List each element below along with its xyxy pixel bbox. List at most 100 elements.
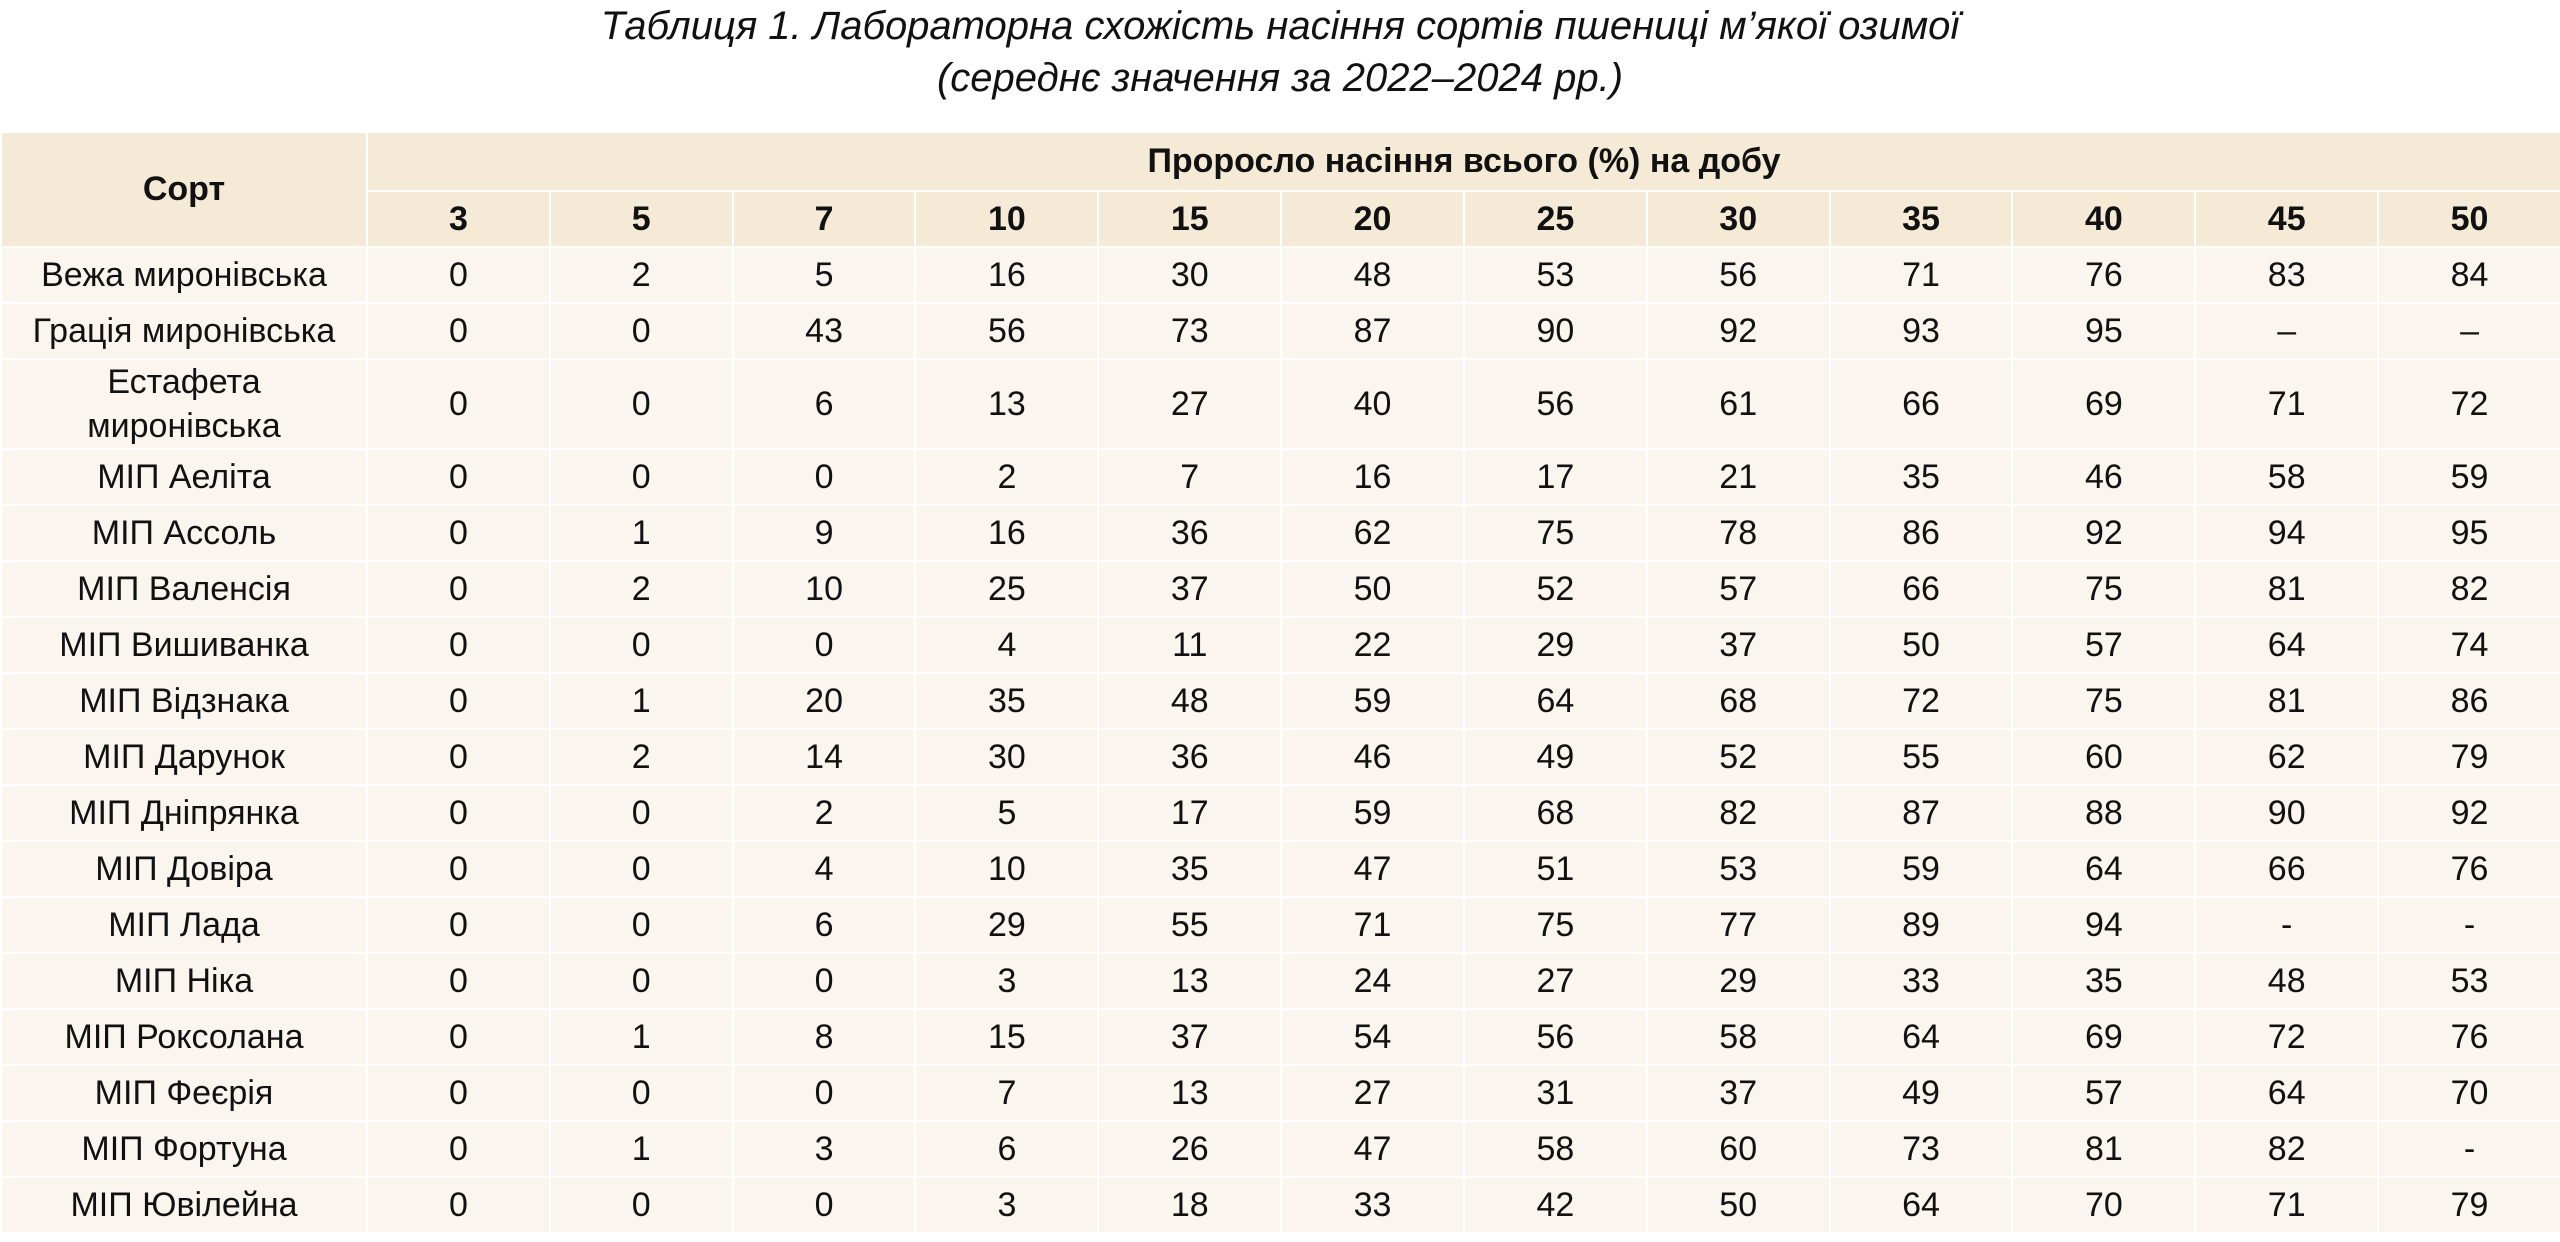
value-cell: 61 xyxy=(1645,358,1831,450)
variety-name: МІП Вишиванка xyxy=(0,616,368,674)
value-cell: 82 xyxy=(1645,784,1831,842)
value-cell: 76 xyxy=(2377,1008,2560,1066)
value-cell: 7 xyxy=(1097,448,1283,506)
value-cell: 1 xyxy=(548,504,734,562)
value-cell: 0 xyxy=(548,1176,734,1234)
value-cell: 0 xyxy=(548,616,734,674)
day-header: 5 xyxy=(548,190,734,248)
value-cell: 17 xyxy=(1462,448,1648,506)
value-cell: 0 xyxy=(366,952,551,1010)
value-cell: 22 xyxy=(1280,616,1465,674)
value-cell: 24 xyxy=(1280,952,1465,1010)
value-cell: 0 xyxy=(366,448,551,506)
variety-name: МІП Фортуна xyxy=(0,1120,368,1178)
value-cell: 71 xyxy=(1280,896,1465,954)
value-cell: – xyxy=(2377,302,2560,360)
value-cell: 59 xyxy=(1280,672,1465,730)
value-cell: 0 xyxy=(731,616,917,674)
value-cell: 64 xyxy=(1462,672,1648,730)
value-cell: 10 xyxy=(914,840,1100,898)
value-cell: 0 xyxy=(366,728,551,786)
value-cell: 50 xyxy=(1280,560,1465,618)
variety-name: МІП Довіра xyxy=(0,840,368,898)
value-cell: 64 xyxy=(1828,1008,2014,1066)
day-header: 15 xyxy=(1097,190,1283,248)
value-cell: 40 xyxy=(1280,358,1465,450)
value-cell: 30 xyxy=(1097,246,1283,304)
value-cell: 71 xyxy=(2194,1176,2380,1234)
value-cell: 35 xyxy=(1097,840,1283,898)
data-row: Грація миронівська 0 0 43 56 73 87 90 92 93 95– – xyxy=(0,302,2560,360)
value-cell: 57 xyxy=(2011,1064,2197,1122)
value-cell: 81 xyxy=(2194,560,2380,618)
value-cell: 57 xyxy=(2011,616,2197,674)
value-cell: 0 xyxy=(366,246,551,304)
value-cell: 0 xyxy=(548,448,734,506)
value-cell: 73 xyxy=(1828,1120,2014,1178)
value-cell: 48 xyxy=(2194,952,2380,1010)
value-cell: 29 xyxy=(1645,952,1831,1010)
value-cell: 16 xyxy=(914,504,1100,562)
value-cell: 48 xyxy=(1280,246,1465,304)
value-cell: 35 xyxy=(2011,952,2197,1010)
title-block: Таблиця 1. Лабораторна схожість насіння … xyxy=(0,0,2560,131)
value-cell: 72 xyxy=(1828,672,2014,730)
variety-name: Грація миронівська xyxy=(0,302,368,360)
table-body: Вежа миронівська 0 2 5 16 30 48 53 56 71 76 83 84 Гра… xyxy=(0,246,2560,1234)
value-cell: 1 xyxy=(548,672,734,730)
value-cell: 59 xyxy=(1828,840,2014,898)
value-cell: 36 xyxy=(1097,728,1283,786)
value-cell: 7 xyxy=(914,1064,1100,1122)
day-header: 20 xyxy=(1280,190,1465,248)
data-row: МІП Ассоль 0 1 9 16 36 62 75 78 86 92 94 95 xyxy=(0,504,2560,562)
value-cell: 55 xyxy=(1097,896,1283,954)
value-cell: 75 xyxy=(2011,672,2197,730)
day-header: 10 xyxy=(914,190,1100,248)
value-cell: 35 xyxy=(914,672,1100,730)
value-cell: 64 xyxy=(2194,616,2380,674)
value-cell: 0 xyxy=(366,1064,551,1122)
value-cell: 53 xyxy=(1645,840,1831,898)
value-cell: 62 xyxy=(1280,504,1465,562)
value-cell: 16 xyxy=(1280,448,1465,506)
value-cell: 0 xyxy=(731,448,917,506)
value-cell: 68 xyxy=(1462,784,1648,842)
value-cell: 0 xyxy=(731,952,917,1010)
value-cell: 30 xyxy=(914,728,1100,786)
value-cell: 90 xyxy=(2194,784,2380,842)
value-cell: 0 xyxy=(366,896,551,954)
value-cell: 93 xyxy=(1828,302,2014,360)
value-cell: 0 xyxy=(548,952,734,1010)
value-cell: 37 xyxy=(1645,1064,1831,1122)
value-cell: 86 xyxy=(2377,672,2560,730)
value-cell: 66 xyxy=(1828,358,2014,450)
value-cell: 70 xyxy=(2377,1064,2560,1122)
data-row: МІП Ніка 0 0 0 3 13 24 27 29 33 35 48 53 xyxy=(0,952,2560,1010)
variety-name: МІП Роксолана xyxy=(0,1008,368,1066)
value-cell: 57 xyxy=(1645,560,1831,618)
value-cell: 72 xyxy=(2377,358,2560,450)
value-cell: 87 xyxy=(1828,784,2014,842)
value-cell: 26 xyxy=(1097,1120,1283,1178)
value-cell: – xyxy=(2194,302,2380,360)
value-cell: 3 xyxy=(914,952,1100,1010)
value-cell: 0 xyxy=(548,784,734,842)
value-cell: 8 xyxy=(731,1008,917,1066)
day-header: 40 xyxy=(2011,190,2197,248)
value-cell: 66 xyxy=(2194,840,2380,898)
value-cell: 62 xyxy=(2194,728,2380,786)
data-row: МІП Дніпрянка 0 0 2 5 17 59 68 82 87 88 90 92 xyxy=(0,784,2560,842)
data-row: МІП Лада 0 0 6 29 55 71 75 77 89 94- - xyxy=(0,896,2560,954)
value-cell: 92 xyxy=(2377,784,2560,842)
value-cell: 0 xyxy=(366,840,551,898)
value-cell: 71 xyxy=(1828,246,2014,304)
value-cell: 49 xyxy=(1462,728,1648,786)
day-header: 25 xyxy=(1462,190,1648,248)
variety-name: МІП Валенсія xyxy=(0,560,368,618)
value-cell: 59 xyxy=(2377,448,2560,506)
value-cell: 25 xyxy=(914,560,1100,618)
value-cell: 83 xyxy=(2194,246,2380,304)
variety-name: МІП Лада xyxy=(0,896,368,954)
value-cell: 68 xyxy=(1645,672,1831,730)
data-row: МІП Дарунок 0 2 14 30 36 46 49 52 55 60 62 79 xyxy=(0,728,2560,786)
